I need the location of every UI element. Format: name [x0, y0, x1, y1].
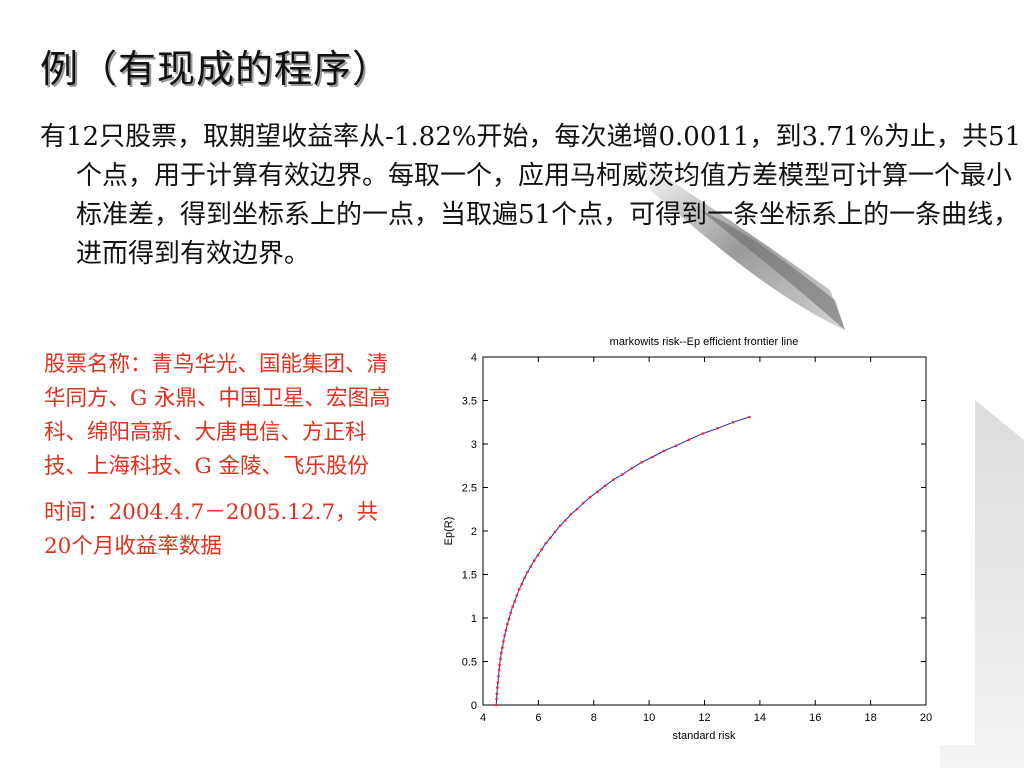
efficient-frontier-chart: markowits risk--Ep efficient frontier li…: [443, 336, 932, 742]
ribbon-swoosh-shape: [640, 160, 845, 330]
data-point: [506, 622, 509, 626]
y-tick-label: 3.5: [462, 396, 477, 408]
data-point: [502, 640, 505, 643]
data-point: [620, 473, 624, 476]
data-point: [520, 582, 524, 586]
y-tick-label: 2.5: [462, 483, 477, 495]
data-point: [640, 460, 643, 464]
data-point: [497, 668, 501, 672]
data-point: [651, 455, 654, 459]
data-point: [504, 628, 508, 632]
data-point: [507, 617, 511, 621]
plot-area-frame: [482, 356, 927, 706]
data-point: [701, 432, 705, 435]
data-point: [569, 513, 573, 516]
data-point: [731, 420, 735, 424]
plot-series: [494, 415, 751, 707]
data-point: [532, 559, 536, 562]
data-point: [529, 565, 532, 568]
x-tick-label: 12: [698, 712, 710, 724]
data-point: [495, 697, 498, 701]
x-tick-label: 8: [591, 712, 597, 724]
y-tick-label: 1: [471, 613, 477, 625]
data-point: [501, 646, 504, 649]
data-point: [553, 530, 557, 534]
axis-ticks: 4 6 8 10 12 14 16 18 20 0 0.5 1 1.5 2 2.5 3 3.5 4: [462, 352, 932, 724]
data-point: [497, 674, 500, 678]
slide-title: 例（有现成的程序）: [40, 47, 392, 91]
stock-info-panel: 股票名称：青鸟华光、国能集团、清华同方、G 永鼎、中国卫星、宏图高科、绵阳高新、…: [44, 348, 394, 564]
data-point: [612, 478, 615, 481]
data-point: [496, 681, 500, 684]
data-point: [581, 501, 585, 505]
y-tick-label: 0.5: [462, 657, 477, 669]
y-tick-label: 0: [471, 700, 477, 712]
data-point: [536, 554, 540, 557]
data-point: [499, 657, 502, 661]
data-point: [558, 524, 562, 528]
data-point: [513, 600, 516, 603]
x-tick-label: 18: [865, 712, 877, 724]
data-point: [687, 438, 691, 441]
data-point: [662, 449, 666, 453]
data-point: [509, 611, 512, 615]
data-point: [748, 415, 751, 419]
data-point: [498, 663, 501, 667]
right-wedge-shape: [940, 400, 1024, 768]
data-point: [523, 576, 526, 580]
x-tick-label: 4: [480, 712, 486, 724]
x-tick-label: 16: [809, 712, 821, 724]
period-note: 时间：2004.4.7－2005.12.7，共20个月收益率数据: [44, 500, 379, 559]
data-point: [540, 547, 543, 551]
data-point: [511, 605, 514, 608]
data-point: [588, 495, 592, 499]
data-point: [517, 587, 521, 591]
data-point: [515, 594, 519, 597]
data-point: [495, 692, 499, 695]
x-tick-label: 10: [643, 712, 655, 724]
data-point: [499, 651, 503, 655]
stocks-note: 股票名称：青鸟华光、国能集团、清华同方、G 永鼎、中国卫星、宏图高科、绵阳高新、…: [44, 352, 391, 479]
x-tick-label: 20: [920, 712, 932, 724]
data-point: [575, 507, 579, 511]
data-point: [544, 541, 548, 545]
y-tick-label: 3: [471, 439, 477, 451]
data-point: [496, 686, 499, 689]
x-axis-label: standard risk: [673, 730, 736, 742]
y-tick-label: 4: [471, 352, 477, 364]
data-point: [526, 570, 529, 574]
data-point: [494, 703, 498, 707]
data-point: [563, 519, 567, 522]
data-point: [548, 536, 552, 540]
data-point: [716, 427, 719, 430]
y-tick-label: 1.5: [462, 570, 477, 582]
data-point: [596, 490, 599, 494]
x-tick-label: 6: [535, 712, 541, 724]
y-tick-label: 2: [471, 526, 477, 538]
x-tick-label: 14: [754, 712, 766, 724]
data-point: [674, 444, 678, 448]
body-paragraph: 有12只股票，取期望收益率从-1.82%开始，每次递增0.0011，到3.71%…: [40, 122, 1022, 269]
data-point: [503, 634, 506, 637]
chart-title: markowits risk--Ep efficient frontier li…: [610, 336, 799, 348]
data-point: [603, 484, 607, 488]
y-axis-label: Ep(R): [443, 517, 455, 546]
data-point: [630, 467, 633, 470]
